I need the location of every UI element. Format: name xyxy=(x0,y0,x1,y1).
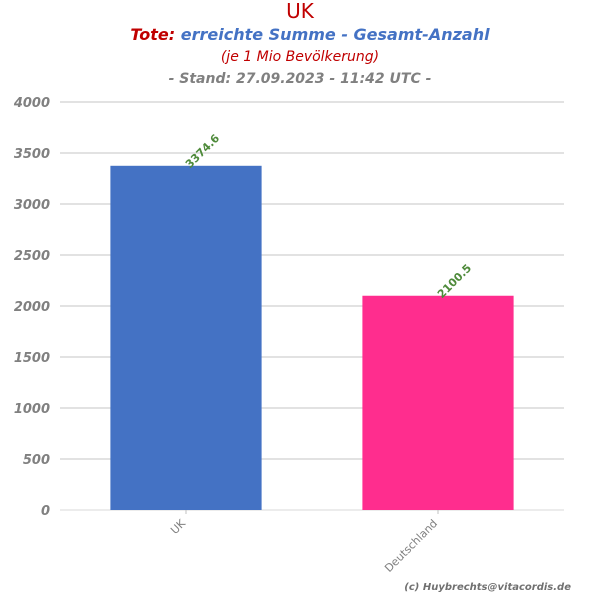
bar-deutschland xyxy=(362,295,514,510)
y-tick-label: 0 xyxy=(41,504,50,519)
y-tick-label: 1000 xyxy=(14,402,50,417)
chart-subtitle-2: (je 1 Mio Bevölkerung) xyxy=(221,49,379,65)
y-tick-label: 1500 xyxy=(14,351,50,366)
chart-stand-date: - Stand: 27.09.2023 - 11:42 UTC - xyxy=(169,71,432,87)
subtitle-rest: erreichte Summe - Gesamt-Anzahl xyxy=(175,25,490,44)
y-axis: 0 500 1000 1500 2000 2500 3000 3500 4000 xyxy=(13,96,50,519)
y-tick-label: 2500 xyxy=(14,249,50,264)
data-label: 3374.6 xyxy=(183,131,222,170)
credit-text: (c) Huybrechts@vitacordis.de xyxy=(404,582,571,593)
subtitle-prefix: Tote: xyxy=(130,25,175,44)
x-tick-label: Deutschland xyxy=(382,517,440,575)
y-tick-label: 4000 xyxy=(13,96,50,111)
x-tick-label: UK xyxy=(168,516,189,537)
bar-uk xyxy=(110,165,262,510)
y-tick-label: 3000 xyxy=(14,198,50,213)
chart-subtitle: Tote: erreichte Summe - Gesamt-Anzahl xyxy=(130,25,490,44)
x-axis: UK Deutschland xyxy=(168,510,440,575)
y-tick-label: 500 xyxy=(23,453,50,468)
chart-title: UK xyxy=(286,0,315,23)
y-tick-label: 3500 xyxy=(14,147,50,162)
y-tick-label: 2000 xyxy=(14,300,50,315)
data-label: 2100.5 xyxy=(435,262,474,301)
bars xyxy=(110,165,514,510)
